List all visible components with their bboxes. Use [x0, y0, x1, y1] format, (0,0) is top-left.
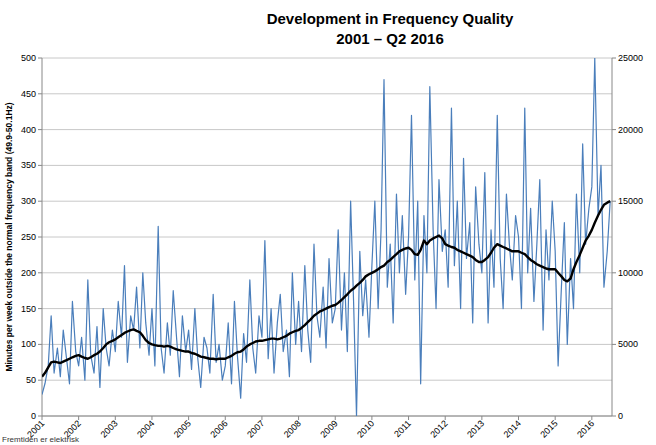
y2-tick-label: 5000 — [618, 339, 638, 349]
x-tick — [591, 416, 592, 420]
y2-tick — [612, 344, 616, 345]
y2-tick — [612, 416, 616, 417]
x-tick — [298, 416, 299, 420]
y-tick — [38, 344, 42, 345]
y2-tick-label: 10000 — [618, 268, 643, 278]
y-tick — [38, 129, 42, 130]
y-axis-label: Minutes per week outside the normal freq… — [4, 102, 14, 371]
grid-line — [42, 416, 612, 417]
x-tick — [151, 416, 152, 420]
y-tick-label: 200 — [21, 268, 36, 278]
title: Development in Frequency Quality — [267, 10, 514, 27]
y-tick-label: 300 — [21, 196, 36, 206]
x-tick — [42, 416, 43, 420]
x-tick — [225, 416, 226, 420]
grid-line — [42, 129, 612, 130]
background — [0, 0, 656, 445]
x-tick — [78, 416, 79, 420]
grid-line — [42, 93, 612, 94]
y2-tick — [612, 129, 616, 130]
y2-tick-label: 20000 — [618, 125, 643, 135]
x-tick-label: 2004 — [135, 418, 156, 439]
y-tick — [38, 93, 42, 94]
y2-tick — [612, 58, 616, 59]
x-tick — [261, 416, 262, 420]
y-tick-label: 0 — [31, 411, 36, 421]
x-tick-label: 2007 — [245, 418, 266, 439]
x-tick-label: 2010 — [355, 418, 376, 439]
y-tick-label: 400 — [21, 125, 36, 135]
y-tick-label: 100 — [21, 339, 36, 349]
series-line — [42, 58, 610, 416]
y-tick-label: 250 — [21, 232, 36, 242]
y-tick-label: 500 — [21, 53, 36, 63]
y-tick-label: 350 — [21, 160, 36, 170]
x-tick — [518, 416, 519, 420]
x-tick — [481, 416, 482, 420]
y-tick-label: 50 — [26, 375, 36, 385]
y-tick — [38, 165, 42, 166]
y-axis — [42, 58, 43, 416]
footer: Fremtiden er elektrisk — [2, 435, 80, 444]
y2-tick — [612, 272, 616, 273]
x-tick-label: 2012 — [428, 418, 449, 439]
y2-tick-label: 15000 — [618, 196, 643, 206]
x-tick-label: 2009 — [318, 418, 339, 439]
x-tick — [555, 416, 556, 420]
grid-line — [42, 272, 612, 273]
x-tick-label: 2016 — [575, 418, 596, 439]
y2-tick — [612, 201, 616, 202]
x-tick — [371, 416, 372, 420]
y-tick — [38, 416, 42, 417]
y-tick — [38, 237, 42, 238]
y-tick-label: 150 — [21, 304, 36, 314]
y-tick — [38, 308, 42, 309]
grid-line — [42, 380, 612, 381]
x-tick — [188, 416, 189, 420]
x-tick-label: 2014 — [502, 418, 523, 439]
x-tick-label: 2015 — [538, 418, 559, 439]
x-tick-label: 2003 — [98, 418, 119, 439]
x-tick — [408, 416, 409, 420]
y2-tick-label: 25000 — [618, 53, 643, 63]
x-tick-label: 2005 — [172, 418, 193, 439]
plot-area — [42, 58, 610, 416]
x-tick-label: 2008 — [282, 418, 303, 439]
x-tick — [445, 416, 446, 420]
y2-tick-label: 0 — [618, 411, 623, 421]
x-tick — [115, 416, 116, 420]
grid-line — [42, 58, 612, 59]
chart: Development in Frequency Quality 2001 – Q… — [0, 0, 656, 445]
y-tick — [38, 201, 42, 202]
grid-line — [42, 165, 612, 166]
subtitle: 2001 – Q2 2016 — [336, 30, 444, 47]
grid-line — [42, 344, 612, 345]
y-tick — [38, 58, 42, 59]
x-tick — [335, 416, 336, 420]
y-tick — [38, 380, 42, 381]
x-axis — [42, 416, 612, 417]
x-tick-label: 2006 — [208, 418, 229, 439]
y-tick — [38, 272, 42, 273]
y2-axis — [612, 58, 613, 416]
series-line — [42, 201, 610, 376]
x-tick-label: 2013 — [465, 418, 486, 439]
x-tick-label: 2011 — [392, 418, 413, 439]
y-tick-label: 450 — [21, 89, 36, 99]
